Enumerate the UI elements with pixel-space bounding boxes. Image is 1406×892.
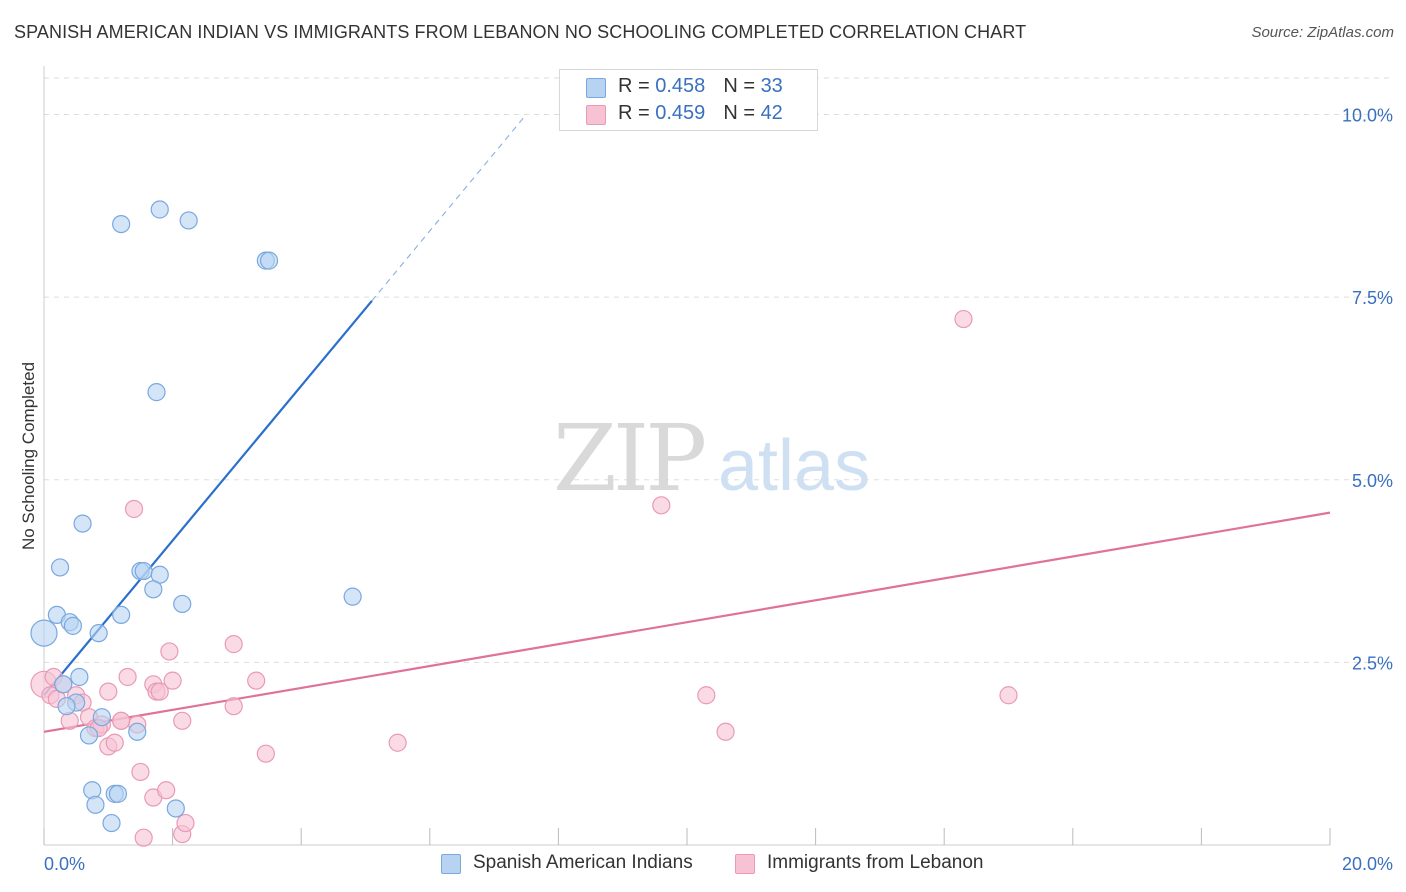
chart-title: SPANISH AMERICAN INDIAN VS IMMIGRANTS FR… (14, 22, 1027, 42)
n-label: N = (723, 102, 761, 124)
pink-point (150, 682, 169, 701)
pink-point (157, 781, 176, 800)
pink-point (388, 733, 407, 752)
tick-labels: 2.5% 5.0% 7.5% 10.0% 0.0% 20.0% (44, 106, 1393, 874)
n-value: 33 (760, 75, 783, 97)
x-tick-label: 20.0% (1342, 854, 1393, 874)
grid (44, 77, 1394, 663)
blue-point (128, 722, 147, 741)
watermark: ZIP atlas (553, 405, 870, 512)
blue-point (173, 594, 192, 614)
axes (43, 66, 1331, 846)
y-axis-label: No Schooling Completed (19, 362, 38, 550)
watermark-atlas: atlas (718, 426, 870, 506)
pink-point (118, 667, 137, 687)
pink-point (131, 762, 150, 782)
data-points (30, 200, 1018, 847)
n-value: 42 (760, 102, 783, 124)
blue-point (259, 251, 279, 270)
blue-point (147, 383, 166, 402)
blue-point (92, 708, 111, 727)
pink-point (176, 813, 195, 833)
blue-point (343, 587, 362, 606)
pink-point (247, 671, 266, 690)
pink-point (716, 722, 735, 741)
pink-point (134, 828, 153, 847)
y-tick-label: 5.0% (1352, 471, 1393, 491)
blue-point (150, 200, 169, 219)
series-name: Immigrants from Lebanon (767, 852, 984, 873)
blue-point (89, 624, 108, 643)
r-label: R = (618, 102, 656, 124)
blue-swatch (441, 854, 461, 874)
blue-point (57, 697, 76, 716)
pink-point (112, 711, 131, 730)
pink-trend-line (43, 511, 1331, 733)
r-value: 0.458 (655, 75, 706, 97)
blue-point (102, 813, 121, 833)
blue-point (112, 214, 131, 234)
stats-legend: R = 0.458 N = 33 R = 0.459 N = 42 (559, 69, 818, 131)
blue-point (70, 667, 89, 687)
pink-point (256, 744, 275, 763)
pink-point (163, 671, 182, 690)
pink-swatch (735, 854, 755, 874)
blue-point (79, 726, 99, 745)
pink-point (697, 686, 716, 705)
legend-text: R = 0.458 N = 33 (618, 75, 783, 98)
blue-point (54, 675, 73, 694)
source-label: Source: ZipAtlas.com (1251, 24, 1394, 41)
r-label: R = (618, 75, 656, 97)
blue-point (108, 784, 128, 803)
blue-point (30, 619, 58, 647)
blue-point (134, 561, 153, 581)
blue-point (144, 580, 163, 599)
series-name: Spanish American Indians (473, 852, 693, 873)
pink-point (124, 499, 144, 519)
blue-swatch (586, 78, 606, 98)
blue-point (50, 558, 70, 577)
blue-point (73, 514, 92, 533)
blue-point (179, 211, 198, 230)
y-tick-label: 7.5% (1352, 288, 1393, 308)
x-tick-label: 0.0% (44, 854, 85, 874)
blue-trend-extension (371, 114, 527, 302)
watermark-zip: ZIP (553, 405, 704, 512)
blue-point (86, 795, 105, 814)
pink-point (99, 682, 118, 701)
blue-point (112, 605, 131, 625)
blue-point (63, 616, 83, 635)
pink-point (224, 697, 243, 716)
pink-point (999, 686, 1018, 705)
blue-point (166, 799, 185, 818)
r-value: 0.459 (655, 102, 706, 124)
n-label: N = (723, 75, 761, 97)
pink-point (224, 635, 243, 654)
y-tick-label: 10.0% (1342, 106, 1393, 126)
legend-text: R = 0.459 N = 42 (618, 102, 783, 125)
pink-point (652, 496, 671, 515)
pink-point (954, 309, 973, 329)
pink-point (160, 642, 179, 661)
pink-swatch (586, 105, 606, 125)
pink-point (173, 711, 192, 730)
pink-point (105, 733, 124, 752)
y-tick-label: 2.5% (1352, 653, 1393, 673)
